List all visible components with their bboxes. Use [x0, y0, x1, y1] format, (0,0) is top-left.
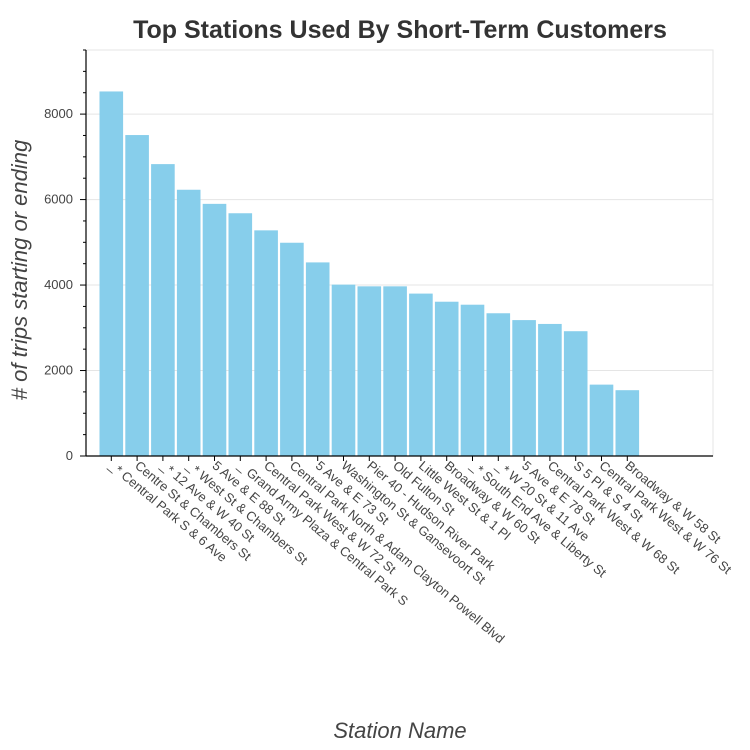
y-tick-label: 8000: [44, 106, 73, 121]
chart-title: Top Stations Used By Short-Term Customer…: [133, 16, 667, 44]
bar: [151, 164, 175, 456]
y-tick-label: 4000: [44, 277, 73, 292]
y-tick-label: 2000: [44, 363, 73, 378]
y-tick-labels: 0 2000 4000 6000 8000: [44, 106, 73, 463]
bar: [512, 320, 536, 456]
bar: [615, 390, 640, 456]
x-axis-label: Station Name: [333, 718, 466, 743]
bar: [538, 323, 562, 456]
bar: [563, 331, 588, 456]
y-tick-label: 6000: [44, 192, 73, 207]
bar: [409, 293, 433, 456]
bar: [254, 230, 278, 456]
bar: [589, 384, 614, 456]
bar: [383, 286, 407, 456]
bar: [305, 262, 330, 456]
bar: [460, 304, 485, 456]
y-tick-label: 0: [66, 448, 73, 463]
bar: [280, 242, 304, 456]
bar: [331, 284, 356, 456]
bar: [228, 213, 253, 456]
bar: [99, 91, 124, 456]
bar: [202, 203, 227, 456]
bar: [125, 135, 149, 456]
bars: [99, 91, 640, 456]
axes: [80, 49, 713, 461]
y-axis-label: # of trips starting or ending: [7, 139, 32, 400]
bar: [357, 286, 382, 456]
bar: [486, 313, 511, 456]
bar: [176, 189, 201, 456]
bar: [434, 301, 459, 456]
